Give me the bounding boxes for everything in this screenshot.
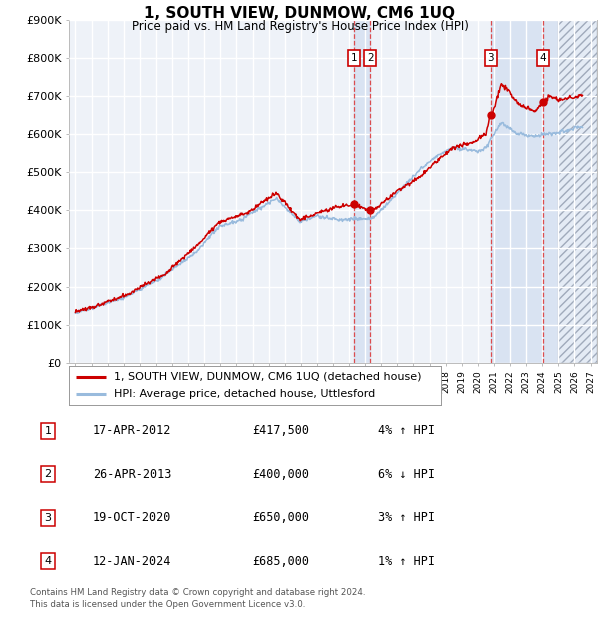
Text: 2: 2 [367,53,374,63]
Text: HPI: Average price, detached house, Uttlesford: HPI: Average price, detached house, Uttl… [113,389,375,399]
Bar [354,20,370,363]
Text: £400,000: £400,000 [252,468,309,481]
Text: £417,500: £417,500 [252,425,309,437]
Text: Price paid vs. HM Land Registry's House Price Index (HPI): Price paid vs. HM Land Registry's House … [131,20,469,33]
Bar [543,20,597,363]
Text: 1: 1 [44,426,52,436]
Text: 4: 4 [539,53,546,63]
Text: 19-OCT-2020: 19-OCT-2020 [93,512,172,524]
Text: 17-APR-2012: 17-APR-2012 [93,425,172,437]
Text: 12-JAN-2024: 12-JAN-2024 [93,555,172,567]
Text: 1, SOUTH VIEW, DUNMOW, CM6 1UQ: 1, SOUTH VIEW, DUNMOW, CM6 1UQ [145,6,455,21]
Text: This data is licensed under the Open Government Licence v3.0.: This data is licensed under the Open Gov… [30,600,305,609]
Text: £650,000: £650,000 [252,512,309,524]
Text: 26-APR-2013: 26-APR-2013 [93,468,172,481]
Text: £685,000: £685,000 [252,555,309,567]
Bar [491,20,543,363]
Text: 1% ↑ HPI: 1% ↑ HPI [378,555,435,567]
Text: 1, SOUTH VIEW, DUNMOW, CM6 1UQ (detached house): 1, SOUTH VIEW, DUNMOW, CM6 1UQ (detached… [113,372,421,382]
Text: 3% ↑ HPI: 3% ↑ HPI [378,512,435,524]
Text: 6% ↓ HPI: 6% ↓ HPI [378,468,435,481]
Bar [559,20,597,363]
Text: 4% ↑ HPI: 4% ↑ HPI [378,425,435,437]
Text: 3: 3 [44,513,52,523]
Text: 1: 1 [350,53,357,63]
Text: 4: 4 [44,556,52,566]
Text: 2: 2 [44,469,52,479]
Text: 3: 3 [487,53,494,63]
Text: Contains HM Land Registry data © Crown copyright and database right 2024.: Contains HM Land Registry data © Crown c… [30,588,365,597]
Bar [559,20,597,363]
